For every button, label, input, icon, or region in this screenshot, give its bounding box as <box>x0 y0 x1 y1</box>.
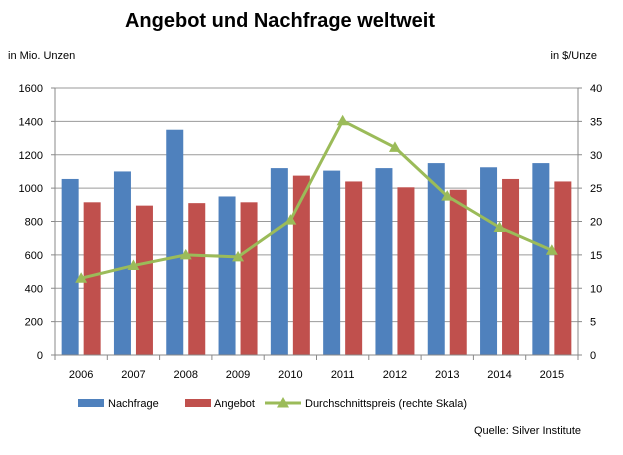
price-marker-2014 <box>493 221 506 233</box>
price-marker-2015 <box>545 244 558 255</box>
right-tick-label: 40 <box>590 83 602 95</box>
x-axis-labels: 2006 2007 2008 2009 2010 2011 2012 2013 2014 2015 <box>69 369 564 381</box>
left-tick-label: 1400 <box>19 116 43 128</box>
left-tick-label: 1000 <box>19 183 43 195</box>
bar-angebot-2006 <box>83 202 101 355</box>
legend-swatch-price-marker <box>277 397 289 408</box>
legend-swatch-angebot <box>185 399 211 407</box>
legend-swatch-nachfrage <box>78 399 104 407</box>
left-tick-label: 1200 <box>19 150 43 162</box>
left-tick-label: 200 <box>25 317 43 329</box>
bar-angebot-2007 <box>135 205 153 355</box>
x-label-2015: 2015 <box>540 369 564 381</box>
x-label-2006: 2006 <box>69 369 93 381</box>
left-tick-label: 400 <box>25 283 43 295</box>
right-tick-label: 35 <box>590 116 602 128</box>
x-label-2011: 2011 <box>331 369 355 381</box>
bars <box>61 129 572 355</box>
x-label-2014: 2014 <box>487 369 511 381</box>
bar-angebot-2008 <box>188 203 206 355</box>
bar-angebot-2015 <box>554 181 572 355</box>
left-tick-label: 800 <box>25 217 43 229</box>
legend-label-angebot: Angebot <box>214 398 255 410</box>
left-tick-label: 0 <box>37 350 43 362</box>
axes <box>54 88 579 360</box>
price-marker-2010 <box>284 214 297 225</box>
bar-angebot-2014 <box>502 178 520 355</box>
right-tick-label: 20 <box>590 217 602 229</box>
legend-label-nachfrage: Nachfrage <box>108 398 159 410</box>
bar-nachfrage-2009 <box>218 196 236 355</box>
price-marker-2011 <box>336 114 349 126</box>
right-axis-label: in $/Unze <box>551 50 597 62</box>
bar-nachfrage-2006 <box>61 178 79 355</box>
price-marker-2006 <box>75 272 88 283</box>
left-tick-label: 600 <box>25 250 43 262</box>
right-tick-label: 15 <box>590 250 602 262</box>
price-marker-2013 <box>441 190 454 201</box>
bar-nachfrage-2007 <box>113 171 131 355</box>
legend: Nachfrage Angebot Durchschnittspreis (rech… <box>78 397 467 410</box>
x-label-2007: 2007 <box>121 369 145 381</box>
bar-nachfrage-2013 <box>427 163 445 355</box>
left-axis-ticks: 0 200 400 600 800 1000 1200 1400 1600 <box>19 83 43 362</box>
bar-nachfrage-2015 <box>532 163 550 355</box>
source-note: Quelle: Silver Institute <box>474 425 581 437</box>
right-tick-label: 25 <box>590 183 602 195</box>
bar-nachfrage-2012 <box>375 168 393 355</box>
right-tick-label: 0 <box>590 350 596 362</box>
right-axis-ticks: 0 5 10 15 20 25 30 35 40 <box>590 83 602 362</box>
right-tick-label: 10 <box>590 283 602 295</box>
left-tick-label: 1600 <box>19 83 43 95</box>
price-marker-2008 <box>179 248 192 260</box>
price-marker-2012 <box>388 141 401 152</box>
bar-angebot-2012 <box>397 187 415 355</box>
bar-nachfrage-2011 <box>323 170 341 355</box>
bar-nachfrage-2008 <box>166 129 184 355</box>
x-label-2012: 2012 <box>383 369 407 381</box>
left-axis-label: in Mio. Unzen <box>8 50 75 62</box>
bar-angebot-2009 <box>240 202 258 355</box>
price-marker-2009 <box>232 250 245 262</box>
chart-title: Angebot und Nachfrage weltweit <box>125 10 435 32</box>
price-line-path <box>80 119 553 280</box>
bar-nachfrage-2014 <box>480 167 498 355</box>
price-line <box>75 114 558 283</box>
right-tick-label: 5 <box>590 317 596 329</box>
x-label-2008: 2008 <box>174 369 198 381</box>
x-label-2010: 2010 <box>278 369 302 381</box>
x-label-2009: 2009 <box>226 369 250 381</box>
bar-nachfrage-2010 <box>270 168 288 355</box>
right-tick-label: 30 <box>590 150 602 162</box>
bar-angebot-2010 <box>292 175 310 355</box>
bar-angebot-2011 <box>345 181 363 355</box>
bar-angebot-2013 <box>449 189 467 355</box>
x-label-2013: 2013 <box>435 369 459 381</box>
price-marker-2007 <box>127 259 140 271</box>
legend-label-price: Durchschnittspreis (rechte Skala) <box>305 398 467 410</box>
